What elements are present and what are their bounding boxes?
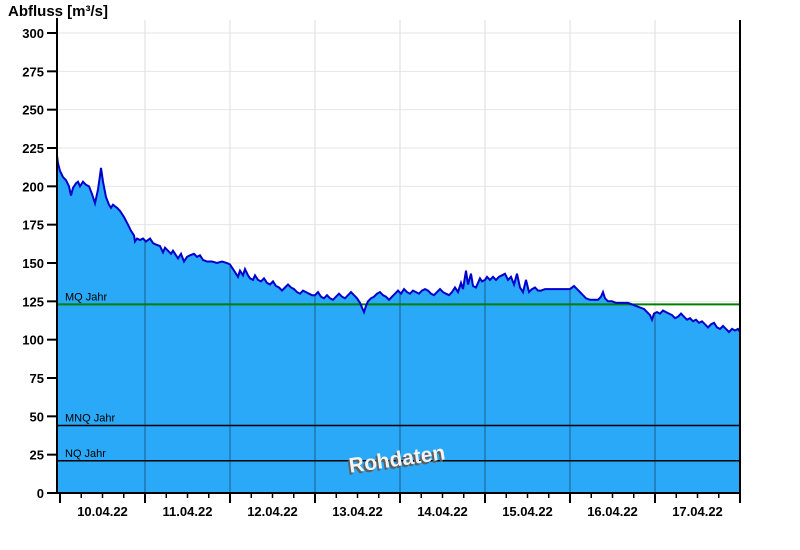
discharge-area: [57, 155, 740, 493]
y-tick-label: 25: [30, 448, 44, 463]
x-tick-label: 12.04.22: [247, 504, 298, 519]
chart-title: Abfluss [m³/s]: [8, 3, 109, 20]
refline-nq-jahr: NQ Jahr: [57, 448, 740, 462]
y-tick-label: 50: [30, 409, 44, 424]
y-tick-label: 275: [22, 64, 44, 79]
x-tick-label: 11.04.22: [163, 504, 213, 519]
y-tick-label: 0: [37, 486, 44, 501]
x-tick-label: 16.04.22: [587, 504, 638, 519]
chart-layers: MQ Jahr MNQ Jahr NQ Jahr 0 25 50 75 100 125 150 17…: [22, 18, 741, 519]
y-tick-label: 250: [22, 103, 44, 118]
y-tick-label: 300: [22, 26, 44, 41]
refline-mq-jahr: MQ Jahr: [57, 291, 740, 306]
x-tick-label: 17.04.22: [672, 504, 723, 519]
y-tick-label: 175: [22, 218, 44, 233]
y-tick-label: 75: [30, 371, 44, 386]
x-tick-label: 15.04.22: [502, 504, 553, 519]
refline-label-nq-jahr: NQ Jahr: [65, 448, 106, 460]
refline-label-mnq-jahr: MNQ Jahr: [65, 413, 115, 425]
y-tick-label: 150: [22, 256, 44, 271]
y-tick-label: 200: [22, 179, 44, 194]
discharge-line: [56, 155, 741, 334]
x-tick-label: 13.04.22: [332, 504, 383, 519]
x-axis-ticks: 10.04.22 11.04.22 12.04.22 13.04.22 14.04.22…: [59, 493, 741, 519]
refline-label-mq-jahr: MQ Jahr: [65, 291, 108, 303]
y-tick-label: 125: [22, 294, 44, 309]
axes: [56, 18, 741, 494]
y-tick-label: 225: [22, 141, 44, 156]
x-tick-label: 10.04.22: [77, 504, 128, 519]
x-tick-label: 14.04.22: [417, 504, 468, 519]
y-tick-label: 100: [22, 333, 44, 348]
refline-mnq-jahr: MNQ Jahr: [57, 413, 740, 427]
y-axis-ticks: 0 25 50 75 100 125 150 175 200 225 250 275 300: [22, 26, 57, 501]
